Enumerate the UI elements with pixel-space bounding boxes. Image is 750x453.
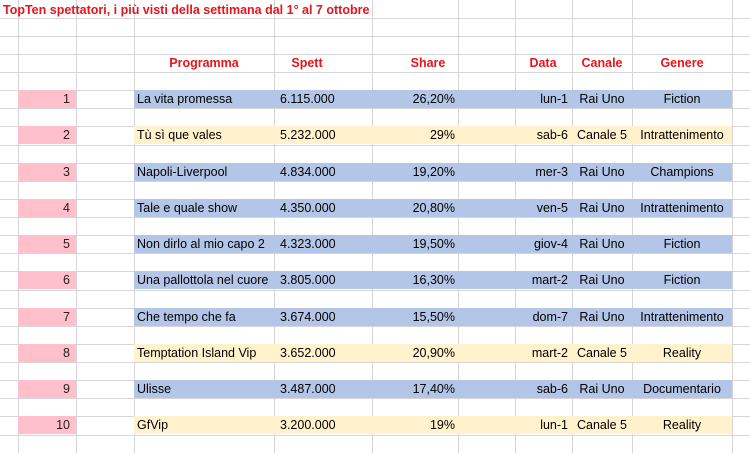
- cell-share[interactable]: 29%: [340, 126, 515, 144]
- cell-programma[interactable]: Napoli-Liverpool: [134, 163, 274, 181]
- cell-share[interactable]: 15,50%: [340, 308, 515, 326]
- cell-spett[interactable]: 4.834.000: [274, 163, 340, 181]
- cell-rank[interactable]: 5: [18, 235, 76, 253]
- cell-genere[interactable]: Fiction: [632, 90, 732, 108]
- cell-rank[interactable]: 9: [18, 380, 76, 398]
- cell-canale[interactable]: Canale 5: [572, 344, 632, 362]
- cell-share[interactable]: 26,20%: [340, 90, 515, 108]
- cell-data[interactable]: sab-6: [515, 380, 572, 398]
- cell-programma[interactable]: Una pallottola nel cuore: [134, 271, 274, 289]
- cell-genere[interactable]: Intrattenimento: [632, 308, 732, 326]
- cell-genere[interactable]: Documentario: [632, 380, 732, 398]
- cell-share[interactable]: 19,50%: [340, 235, 515, 253]
- header-genere[interactable]: Genere: [660, 56, 704, 70]
- cell-data[interactable]: sab-6: [515, 126, 572, 144]
- cell-rank[interactable]: 4: [18, 199, 76, 217]
- cell-rank[interactable]: 7: [18, 308, 76, 326]
- cell-share[interactable]: 20,80%: [340, 199, 515, 217]
- cell-genere[interactable]: Intrattenimento: [632, 199, 732, 217]
- cell-spett[interactable]: 6.115.000: [274, 90, 340, 108]
- cell-spett[interactable]: 3.652.000: [274, 344, 340, 362]
- cell-share[interactable]: 17,40%: [340, 380, 515, 398]
- cell-programma[interactable]: Ulisse: [134, 380, 274, 398]
- cell-canale[interactable]: Rai Uno: [572, 199, 632, 217]
- cell-canale[interactable]: Rai Uno: [572, 163, 632, 181]
- cell-spett[interactable]: 3.487.000: [274, 380, 340, 398]
- cell-canale[interactable]: Rai Uno: [572, 235, 632, 253]
- cell-programma[interactable]: Che tempo che fa: [134, 308, 274, 326]
- header-canale[interactable]: Canale: [581, 56, 623, 70]
- cell-programma[interactable]: Tale e quale show: [134, 199, 274, 217]
- cell-genere[interactable]: Reality: [632, 344, 732, 362]
- cell-programma[interactable]: Non dirlo al mio capo 2: [134, 235, 274, 253]
- cell-data[interactable]: lun-1: [515, 416, 572, 434]
- cell-data[interactable]: mart-2: [515, 271, 572, 289]
- cell-spett[interactable]: 3.674.000: [274, 308, 340, 326]
- cell-rank[interactable]: 6: [18, 271, 76, 289]
- cell-spett[interactable]: 5.232.000: [274, 126, 340, 144]
- cell-data[interactable]: giov-4: [515, 235, 572, 253]
- header-data[interactable]: Data: [529, 56, 557, 70]
- cell-rank[interactable]: 2: [18, 126, 76, 144]
- cell-data[interactable]: dom-7: [515, 308, 572, 326]
- cell-canale[interactable]: Rai Uno: [572, 90, 632, 108]
- header-spett[interactable]: Spett: [291, 56, 323, 70]
- cell-spett[interactable]: 3.805.000: [274, 271, 340, 289]
- cell-rank[interactable]: 10: [18, 416, 76, 434]
- cell-rank[interactable]: 8: [18, 344, 76, 362]
- cell-share[interactable]: 16,30%: [340, 271, 515, 289]
- cell-rank[interactable]: 3: [18, 163, 76, 181]
- cell-genere[interactable]: Reality: [632, 416, 732, 434]
- cell-canale[interactable]: Canale 5: [572, 126, 632, 144]
- cell-genere[interactable]: Fiction: [632, 235, 732, 253]
- cell-rank[interactable]: 1: [18, 90, 76, 108]
- cell-programma[interactable]: Temptation Island Vip: [134, 344, 274, 362]
- cell-data[interactable]: ven-5: [515, 199, 572, 217]
- cell-share[interactable]: 20,90%: [340, 344, 515, 362]
- cell-data[interactable]: mart-2: [515, 344, 572, 362]
- cell-genere[interactable]: Champions: [632, 163, 732, 181]
- cell-programma[interactable]: GfVip: [134, 416, 274, 434]
- cell-share[interactable]: 19%: [340, 416, 515, 434]
- cell-share[interactable]: 19,20%: [340, 163, 515, 181]
- cell-data[interactable]: mer-3: [515, 163, 572, 181]
- cell-spett[interactable]: 4.350.000: [274, 199, 340, 217]
- cell-canale[interactable]: Rai Uno: [572, 308, 632, 326]
- sheet-title[interactable]: TopTen spettatori, i più visti della set…: [3, 3, 370, 17]
- cell-genere[interactable]: Fiction: [632, 271, 732, 289]
- cell-data[interactable]: lun-1: [515, 90, 572, 108]
- cell-canale[interactable]: Rai Uno: [572, 271, 632, 289]
- cell-programma[interactable]: Tù sì que vales: [134, 126, 274, 144]
- cell-spett[interactable]: 3.200.000: [274, 416, 340, 434]
- cell-canale[interactable]: Rai Uno: [572, 380, 632, 398]
- header-share[interactable]: Share: [410, 56, 446, 70]
- cell-canale[interactable]: Canale 5: [572, 416, 632, 434]
- cell-programma[interactable]: La vita promessa: [134, 90, 274, 108]
- header-programma[interactable]: Programma: [169, 56, 239, 70]
- cell-spett[interactable]: 4.323.000: [274, 235, 340, 253]
- cell-genere[interactable]: Intrattenimento: [632, 126, 732, 144]
